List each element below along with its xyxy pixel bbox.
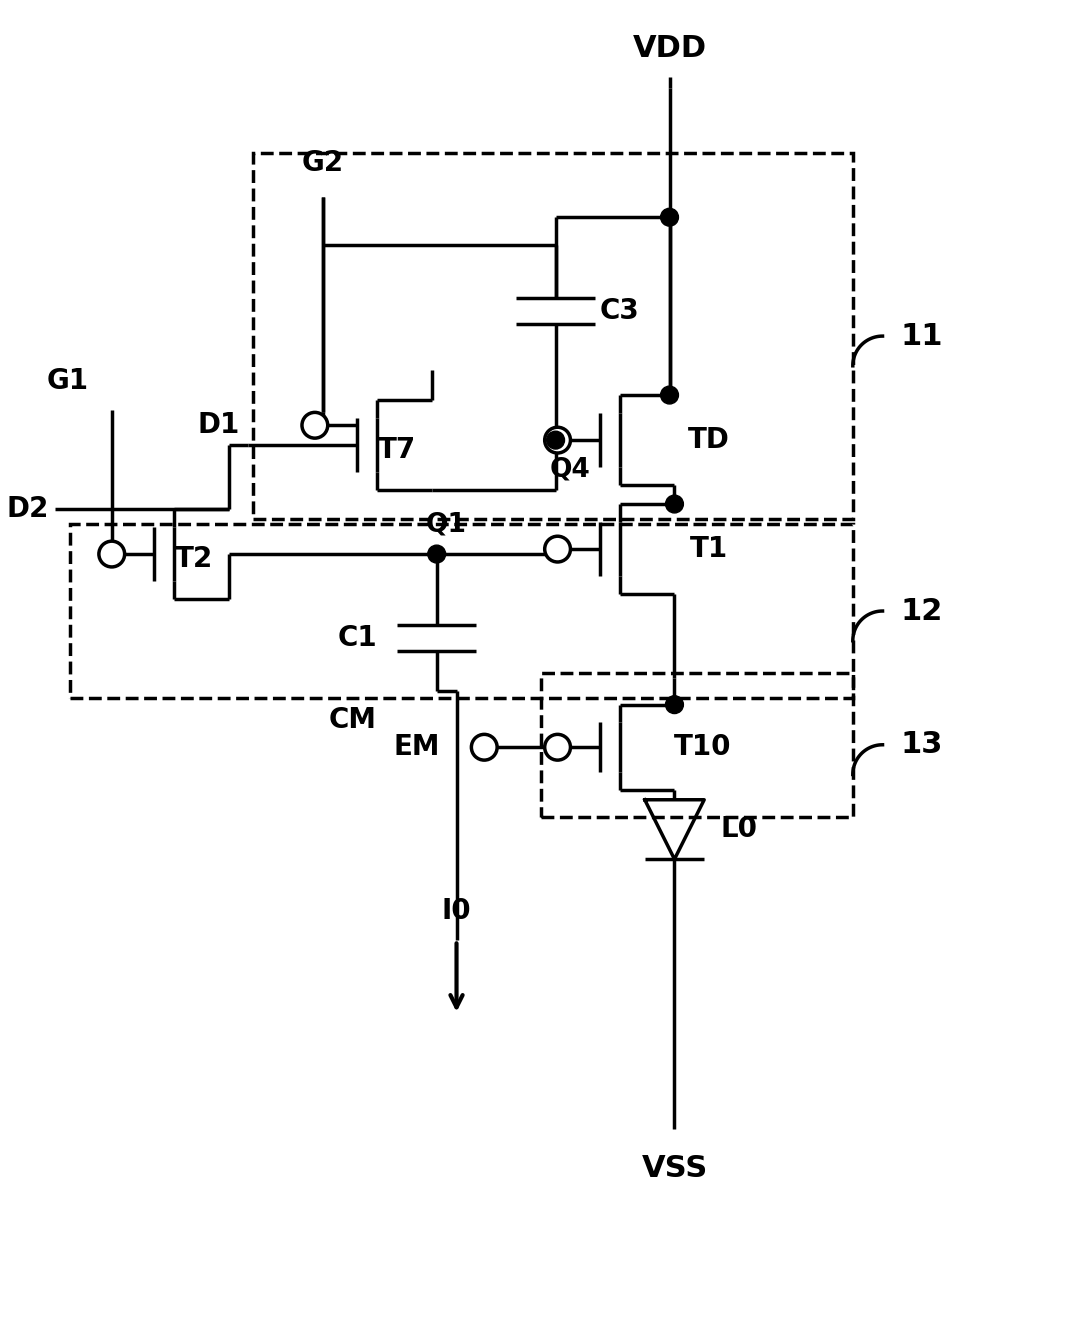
Text: Q4: Q4	[551, 457, 591, 483]
Text: EM: EM	[394, 733, 441, 761]
Text: I0: I0	[442, 897, 472, 925]
Text: 13: 13	[901, 730, 943, 760]
Text: T2: T2	[175, 545, 213, 573]
Circle shape	[544, 428, 571, 453]
Text: 11: 11	[901, 321, 943, 351]
Circle shape	[302, 412, 328, 439]
Circle shape	[544, 734, 571, 760]
Circle shape	[660, 208, 679, 227]
Text: Q1: Q1	[426, 512, 467, 537]
Text: VSS: VSS	[641, 1154, 707, 1182]
Circle shape	[428, 545, 446, 563]
Circle shape	[666, 495, 683, 513]
Circle shape	[99, 541, 125, 567]
Text: G1: G1	[46, 367, 89, 395]
Circle shape	[544, 536, 571, 563]
Text: 12: 12	[901, 597, 943, 625]
Text: C1: C1	[337, 624, 378, 652]
Circle shape	[660, 387, 679, 404]
Text: C3: C3	[600, 297, 640, 325]
Text: T1: T1	[690, 535, 728, 563]
Text: TD: TD	[688, 427, 730, 455]
Circle shape	[546, 431, 564, 449]
Text: T7: T7	[378, 436, 416, 464]
Text: G2: G2	[302, 149, 344, 177]
Text: L0: L0	[720, 816, 758, 844]
Text: D1: D1	[197, 412, 240, 440]
Text: T10: T10	[673, 733, 731, 761]
Circle shape	[666, 696, 683, 713]
Text: VDD: VDD	[633, 35, 706, 63]
Text: CM: CM	[329, 706, 377, 734]
Text: D2: D2	[6, 495, 49, 523]
Circle shape	[472, 734, 497, 760]
